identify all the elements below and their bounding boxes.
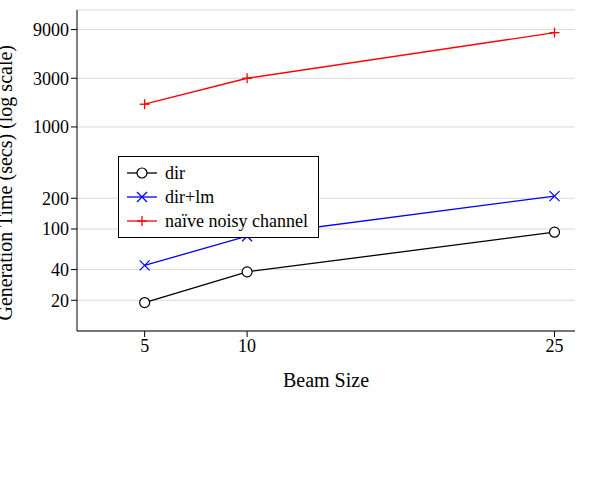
svg-text:25: 25: [546, 336, 564, 356]
svg-text:20: 20: [51, 291, 69, 311]
svg-text:Generation Time (secs) (log sc: Generation Time (secs) (log scale): [8, 45, 17, 320]
svg-text:40: 40: [51, 260, 69, 280]
html-text:dir+lm: dir+lm: [165, 187, 215, 207]
svg-text:9000: 9000: [33, 20, 69, 40]
html-text:dir: dir: [165, 163, 185, 183]
svg-text:200: 200: [42, 189, 69, 209]
svg-text:10: 10: [238, 336, 256, 356]
svg-text:5: 5: [140, 336, 149, 356]
svg-text:100: 100: [42, 219, 69, 239]
svg-text:1000: 1000: [33, 117, 69, 137]
html-text:naïve noisy channel: naïve noisy channel: [165, 211, 308, 231]
svg-text:3000: 3000: [33, 69, 69, 89]
svg-text:Beam Size: Beam Size: [283, 369, 369, 391]
